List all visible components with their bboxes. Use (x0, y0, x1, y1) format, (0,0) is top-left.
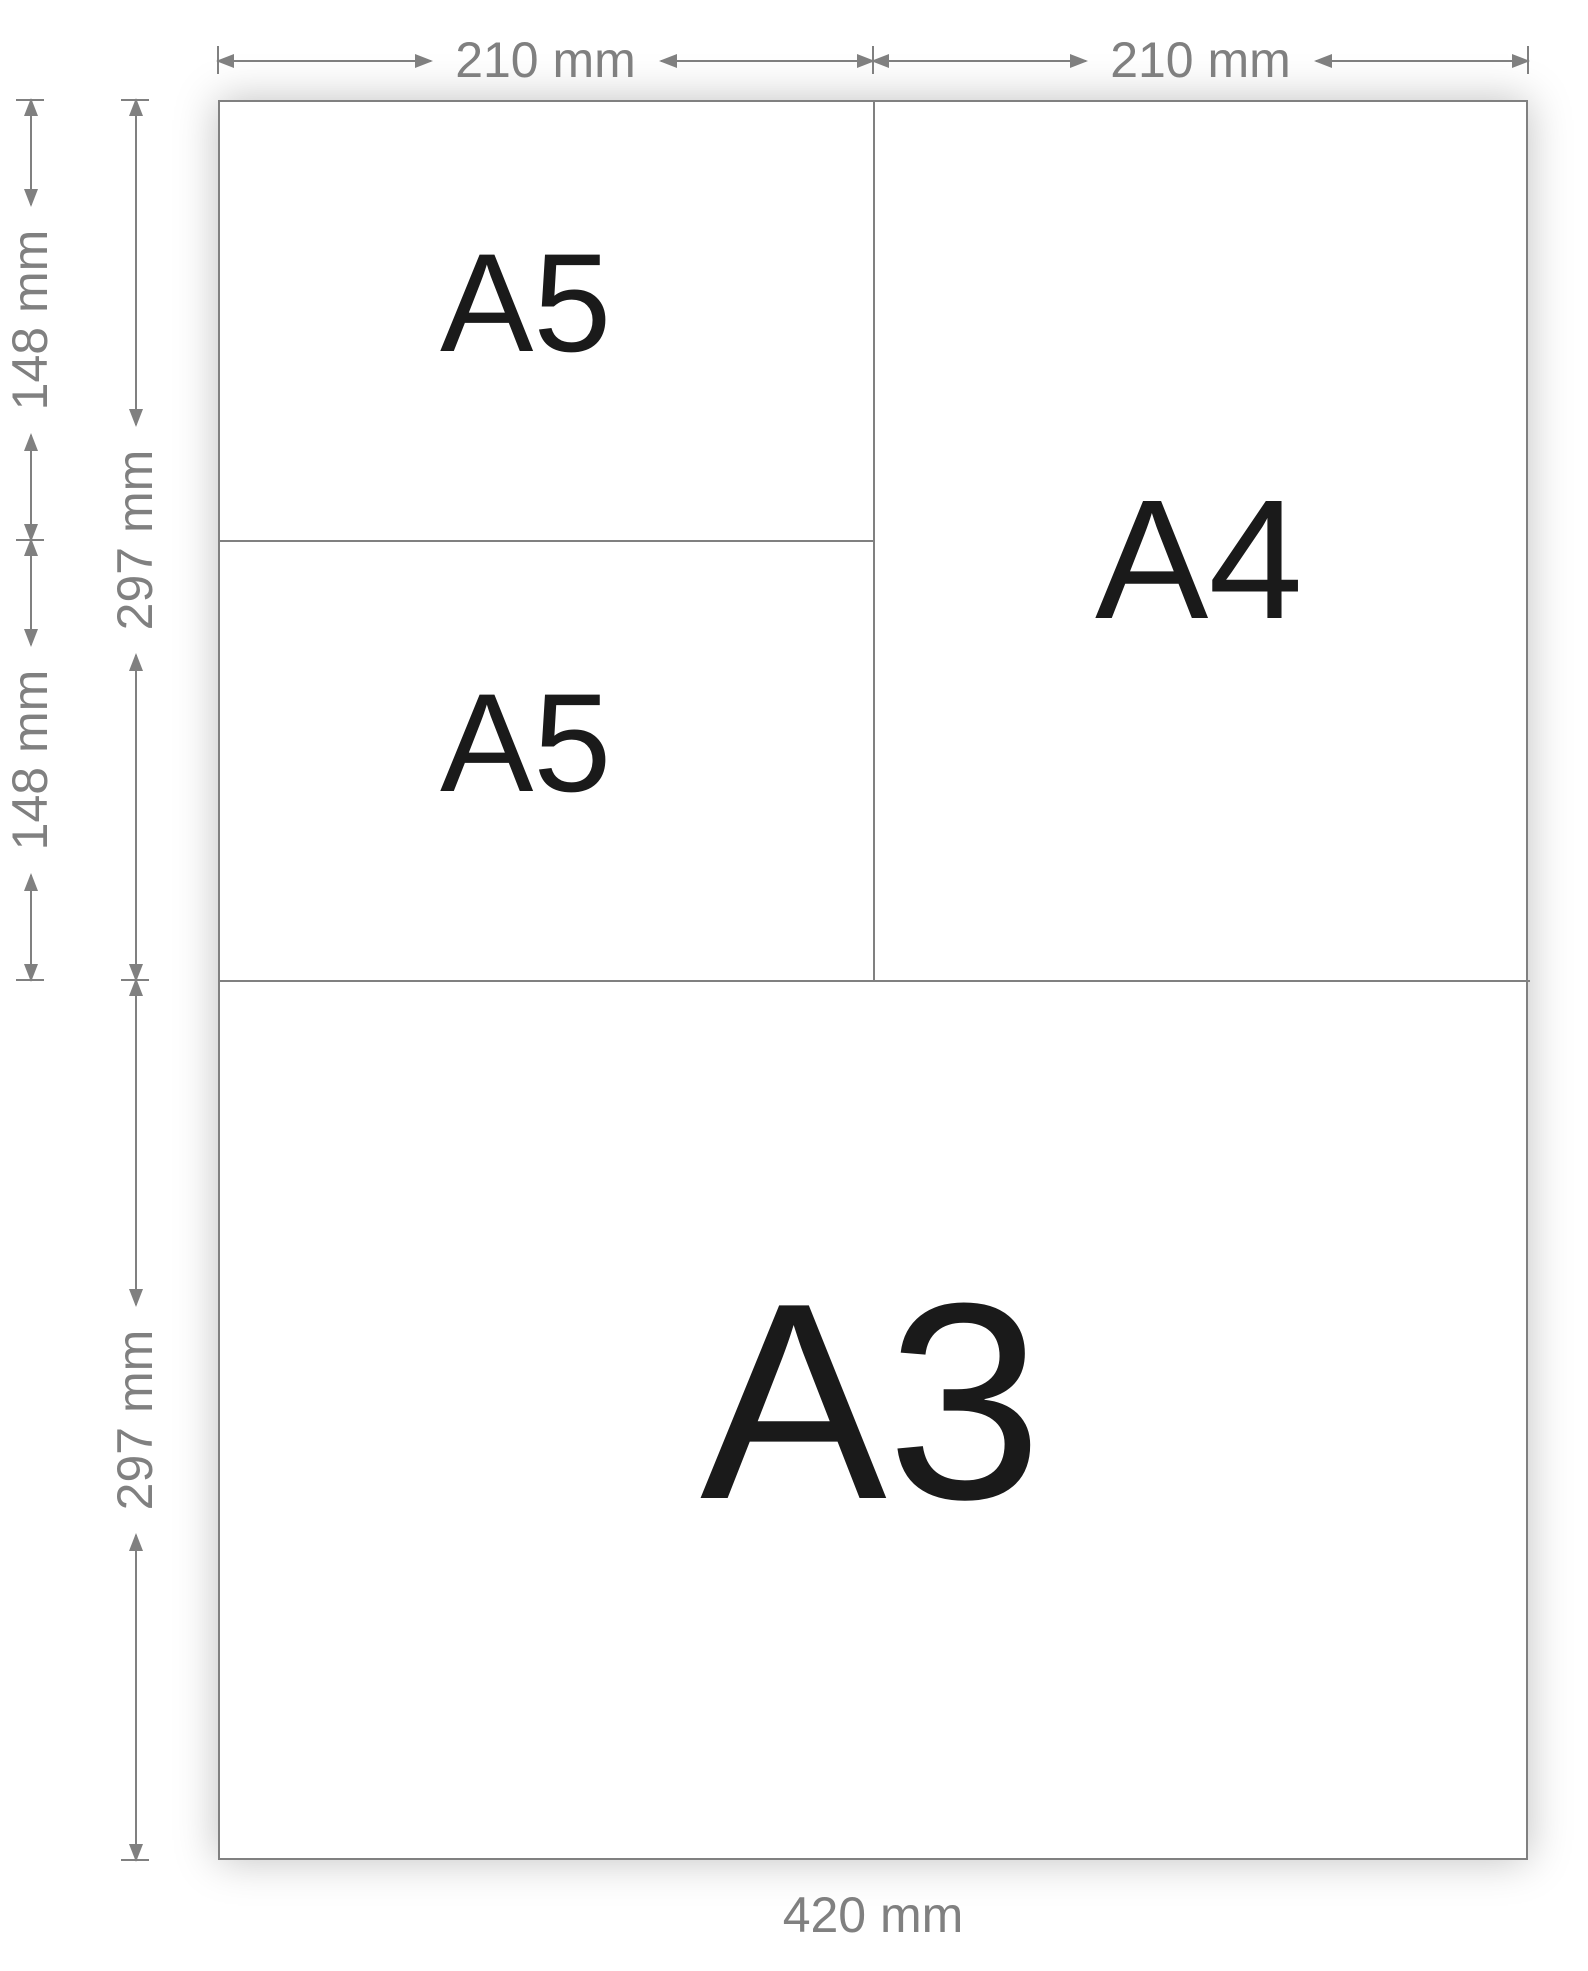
dimension-tick (16, 99, 44, 101)
dimension-tick (1527, 46, 1529, 74)
dimension-arrow (1316, 60, 1529, 62)
dimension-arrow (30, 540, 32, 645)
dimension-label: 148 mm (1, 230, 59, 411)
dimension-arrow (30, 875, 32, 980)
dimension-arrow (661, 60, 874, 62)
dimension-arrow (135, 1535, 137, 1860)
paper-sheet: A5 A5 A4 A3 (218, 100, 1528, 1860)
dimension-tick (121, 979, 149, 981)
dimension-label: 297 mm (106, 450, 164, 631)
dimension-arrow (218, 60, 431, 62)
cell-label-a5_top: A5 (440, 222, 611, 384)
cell-a3: A3 (220, 982, 1530, 1862)
dimension-arrow (30, 435, 32, 540)
dimension-tick (217, 46, 219, 74)
dimension-tick (16, 979, 44, 981)
dimension-tick (16, 539, 44, 541)
cell-a5_bot: A5 (220, 542, 875, 982)
dimension-label: 210 mm (1110, 31, 1291, 89)
dimension-label: 420 mm (783, 1886, 964, 1944)
dimension-arrow (135, 100, 137, 425)
cell-label-a4: A4 (1095, 462, 1303, 658)
dimension-tick (121, 99, 149, 101)
dimension-tick (121, 1859, 149, 1861)
cell-a4: A4 (875, 102, 1530, 982)
dimension-arrow (30, 100, 32, 205)
cell-label-a5_bot: A5 (440, 662, 611, 824)
cell-a5_top: A5 (220, 102, 875, 542)
dimension-label: 210 mm (455, 31, 636, 89)
dimension-label: 148 mm (1, 670, 59, 851)
dimension-arrow (873, 60, 1086, 62)
dimension-arrow (135, 980, 137, 1305)
dimension-label: 297 mm (106, 1330, 164, 1511)
dimension-tick (872, 46, 874, 74)
cell-label-a3: A3 (700, 1242, 1042, 1563)
dimension-arrow (135, 655, 137, 980)
